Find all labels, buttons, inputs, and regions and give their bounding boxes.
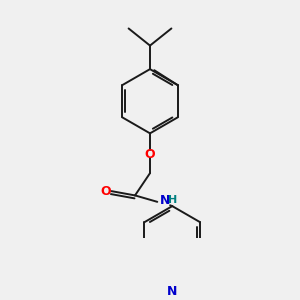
Text: N: N (160, 194, 170, 207)
Text: O: O (145, 148, 155, 161)
Text: O: O (100, 184, 111, 198)
Text: H: H (168, 195, 177, 205)
Text: N: N (167, 285, 177, 298)
